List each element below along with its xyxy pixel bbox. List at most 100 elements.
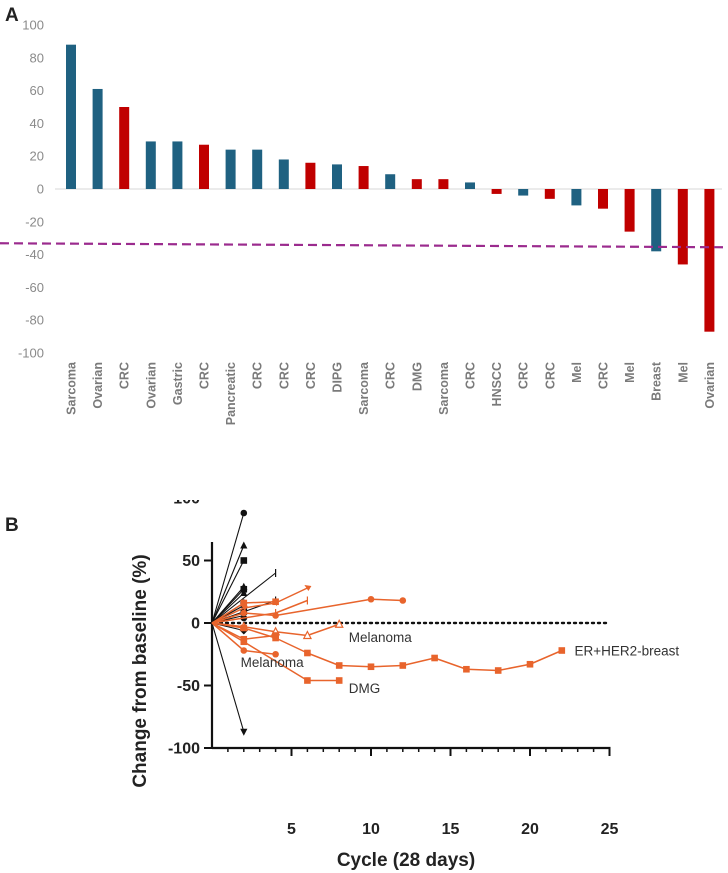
bar xyxy=(252,149,263,189)
data-point xyxy=(272,632,279,639)
data-point xyxy=(526,660,534,668)
bar xyxy=(704,189,715,332)
x-tick-label: 15 xyxy=(442,821,460,838)
data-point xyxy=(334,618,344,628)
data-point xyxy=(240,557,248,564)
series-line xyxy=(211,545,245,624)
category-label: CRC xyxy=(517,362,531,389)
category-label: Breast xyxy=(650,361,664,401)
data-point xyxy=(302,630,312,640)
x-tick-label: 25 xyxy=(601,821,619,838)
bar xyxy=(465,182,475,189)
category-label: CRC xyxy=(464,362,478,389)
bar xyxy=(438,179,449,189)
series-line xyxy=(211,622,245,732)
series-line xyxy=(211,512,245,624)
category-label: CRC xyxy=(384,362,398,389)
bar xyxy=(66,44,76,190)
data-point xyxy=(304,585,312,591)
y-tick-label: 0 xyxy=(37,182,44,197)
category-label: Ovarian xyxy=(144,362,158,409)
y-tick-label: 50 xyxy=(182,553,200,570)
x-tick-label: 5 xyxy=(287,821,296,838)
annotation-label: Melanoma xyxy=(241,655,305,670)
annotation-label: Melanoma xyxy=(349,630,413,645)
category-label: DMG xyxy=(410,362,424,391)
data-point xyxy=(240,599,248,607)
data-point xyxy=(494,667,502,674)
waterfall-chart: A 100 80 60 40 20 0 -20 -40 -60 -80 -100 Sarcoma Ovar… xyxy=(0,5,727,425)
data-point xyxy=(367,663,375,671)
data-point xyxy=(558,647,566,654)
y-tick-label: -100 xyxy=(168,741,200,758)
y-axis-title: Change from baseline (%) xyxy=(130,554,151,787)
bar xyxy=(92,88,103,189)
bar xyxy=(225,149,236,189)
data-point xyxy=(240,635,248,643)
y-tick-label: -80 xyxy=(25,313,44,328)
category-label: Mel xyxy=(570,362,584,383)
category-label: Ovarian xyxy=(91,362,105,409)
category-label: Pancreatic xyxy=(224,362,238,425)
panel-label-b: B xyxy=(5,515,19,536)
x-axis-title: Cycle (28 days) xyxy=(337,850,475,871)
bar xyxy=(624,189,635,232)
data-point xyxy=(272,598,279,606)
data-point xyxy=(240,609,248,617)
data-point xyxy=(335,662,343,669)
bar xyxy=(332,164,342,189)
y-tick-label: 60 xyxy=(30,83,44,98)
bar xyxy=(518,189,529,196)
bar xyxy=(411,179,422,189)
annotation-label: DMG xyxy=(349,681,381,696)
y-tick-label: 100 xyxy=(22,18,44,33)
series-line xyxy=(211,587,308,624)
bar xyxy=(491,189,502,194)
bar xyxy=(145,141,156,189)
category-label: Sarcoma xyxy=(437,361,451,415)
reference-line xyxy=(0,242,727,249)
category-label: Sarcoma xyxy=(65,361,79,415)
series-line xyxy=(211,560,245,624)
bar xyxy=(385,174,396,189)
y-tick-label: -100 xyxy=(18,346,44,361)
data-point xyxy=(240,509,248,517)
category-label: CRC xyxy=(198,362,212,389)
annotation-label: ER+HER2-breast xyxy=(575,644,680,659)
category-label: Mel xyxy=(676,362,690,383)
data-point xyxy=(304,677,311,684)
panel-label-a: A xyxy=(5,5,19,26)
data-point xyxy=(240,605,248,611)
bar xyxy=(199,144,209,189)
category-label: Gastric xyxy=(171,362,185,405)
bar xyxy=(571,189,582,206)
bar xyxy=(358,166,369,189)
data-point xyxy=(240,624,248,632)
bar xyxy=(172,141,183,189)
bar xyxy=(278,159,289,189)
series-line xyxy=(211,622,340,682)
data-point xyxy=(431,654,438,662)
data-point xyxy=(367,595,375,603)
category-label: Mel xyxy=(623,362,637,383)
category-label: CRC xyxy=(118,362,132,389)
category-label: HNSCC xyxy=(490,362,504,406)
x-tick-label: 10 xyxy=(362,821,380,838)
data-point xyxy=(240,728,248,736)
category-label: CRC xyxy=(543,362,557,389)
y-tick-label: 80 xyxy=(30,50,44,65)
y-tick-label: -40 xyxy=(25,247,44,262)
y-tick-label: 0 xyxy=(191,616,200,633)
category-label: Ovarian xyxy=(703,362,717,409)
y-tick-label: -50 xyxy=(177,678,200,695)
series-line xyxy=(211,592,245,624)
category-label: CRC xyxy=(277,362,291,389)
category-label: CRC xyxy=(304,362,318,389)
data-point xyxy=(399,662,407,669)
data-point xyxy=(272,650,279,658)
bar xyxy=(305,162,316,189)
category-label: Sarcoma xyxy=(357,361,371,415)
spider-plot: B 100 50 0 -50 -100 5 10 15 20 25 Cycle (28 days) Ch… xyxy=(5,500,680,871)
data-point xyxy=(399,597,407,604)
